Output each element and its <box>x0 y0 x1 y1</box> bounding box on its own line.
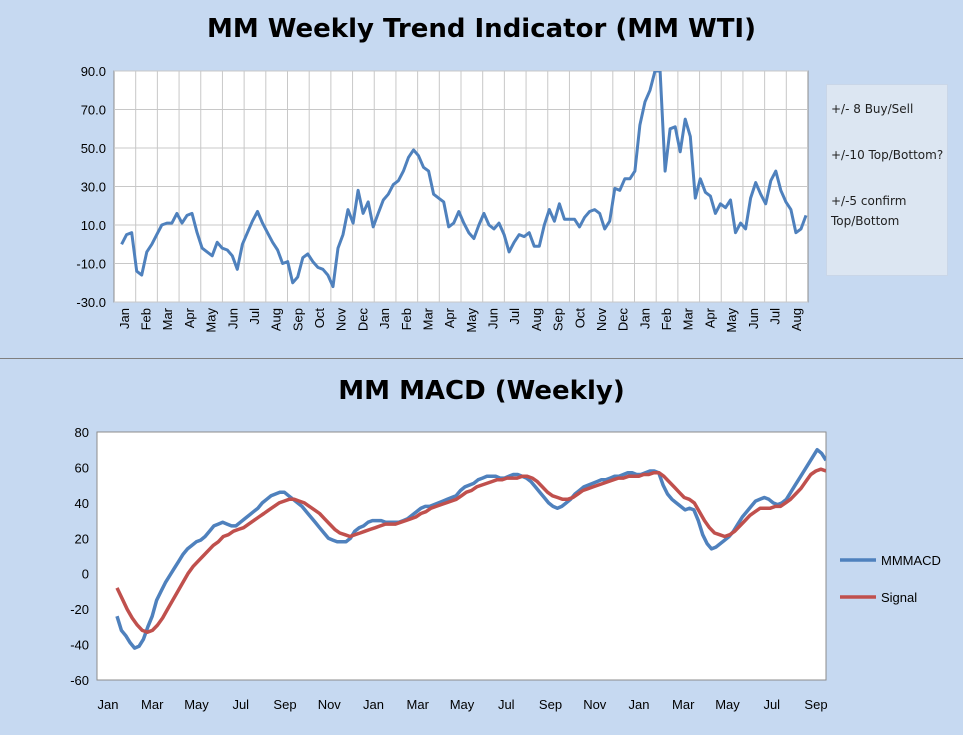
wti-y-tick-label: 50.0 <box>81 141 106 156</box>
macd-y-tick-label: 0 <box>82 567 89 582</box>
macd-x-tick-label: Nov <box>583 697 607 712</box>
wti-x-tick-label: Sep <box>290 308 305 331</box>
notes-box: +/- 8 Buy/Sell +/-10 Top/Bottom? +/-5 co… <box>826 84 948 276</box>
wti-x-tick-label: Jun <box>486 308 501 329</box>
macd-y-tick-label: -40 <box>70 638 89 653</box>
wti-x-tick-label: Dec <box>355 308 370 332</box>
section-divider <box>0 358 963 359</box>
wti-y-tick-label: 10.0 <box>81 218 106 233</box>
macd-plot-area <box>96 431 827 681</box>
macd-x-tick-label: Jul <box>763 697 780 712</box>
legend-macd-label: MMMACD <box>881 553 941 568</box>
macd-series-line <box>115 447 826 650</box>
macd-chart-title: MM MACD (Weekly) <box>338 376 625 406</box>
wti-x-tick-label: May <box>204 308 219 333</box>
wti-y-tick-label: -30.0 <box>76 295 106 310</box>
macd-y-tick-label: 80 <box>75 425 89 440</box>
wti-x-tick-label: Apr <box>702 307 717 328</box>
wti-x-tick-label: Dec <box>616 308 631 332</box>
macd-x-tick-label: Jan <box>98 697 119 712</box>
wti-x-tick-label: Apr <box>442 307 457 328</box>
wti-x-tick-label: Jul <box>247 308 262 325</box>
macd-x-tick-label: May <box>450 697 475 712</box>
macd-x-tick-label: Sep <box>539 697 562 712</box>
wti-y-tick-label: 30.0 <box>81 180 106 195</box>
macd-x-tick-label: Nov <box>318 697 342 712</box>
wti-x-tick-label: Sep <box>551 308 566 331</box>
macd-x-tick-label: Sep <box>273 697 296 712</box>
note-buy-sell: +/- 8 Buy/Sell <box>831 102 914 116</box>
wti-y-tick-label: 90.0 <box>81 64 106 79</box>
wti-x-tick-label: Feb <box>399 308 414 330</box>
macd-x-tick-label: Jul <box>498 697 515 712</box>
macd-x-tick-label: Mar <box>407 697 430 712</box>
macd-x-tick-label: May <box>715 697 740 712</box>
macd-y-tick-label: 60 <box>75 460 89 475</box>
macd-y-tick-label: 40 <box>75 496 89 511</box>
wti-y-tick-label: 70.0 <box>81 103 106 118</box>
wti-chart-title: MM Weekly Trend Indicator (MM WTI) <box>206 14 756 44</box>
wti-x-tick-label: Mar <box>420 307 435 330</box>
wti-x-tick-label: Mar <box>681 307 696 330</box>
macd-x-tick-label: Jan <box>629 697 650 712</box>
wti-x-tick-label: May <box>724 308 739 333</box>
wti-x-tick-label: Apr <box>182 307 197 328</box>
wti-x-tick-label: Aug <box>789 308 804 331</box>
wti-x-tick-label: Jun <box>746 308 761 329</box>
wti-x-tick-label: Jan <box>637 308 652 329</box>
wti-x-tick-label: Nov <box>594 308 609 332</box>
signal-series-line <box>115 467 826 634</box>
macd-y-tick-label: 20 <box>75 531 89 546</box>
wti-x-tick-label: Feb <box>659 308 674 330</box>
note-confirm: +/-5 confirm Top/Bottom <box>831 194 907 228</box>
wti-x-tick-label: May <box>464 308 479 333</box>
wti-x-tick-label: Oct <box>572 308 587 329</box>
wti-x-tick-label: Mar <box>160 307 175 330</box>
wti-x-tick-label: Feb <box>139 308 154 330</box>
wti-x-tick-label: Jul <box>767 308 782 325</box>
macd-x-tick-label: Mar <box>141 697 164 712</box>
wti-series-line <box>120 71 808 289</box>
macd-y-tick-label: -20 <box>70 602 89 617</box>
macd-x-tick-label: Mar <box>672 697 695 712</box>
note-top-bottom: +/-10 Top/Bottom? <box>831 148 944 162</box>
macd-y-tick-label: -60 <box>70 673 89 688</box>
macd-x-tick-label: May <box>184 697 209 712</box>
wti-y-tick-label: -10.0 <box>76 257 106 272</box>
wti-x-tick-label: Jul <box>507 308 522 325</box>
macd-x-tick-label: Jul <box>232 697 249 712</box>
wti-x-tick-label: Aug <box>529 308 544 331</box>
macd-x-tick-label: Sep <box>804 697 827 712</box>
wti-x-tick-label: Aug <box>269 308 284 331</box>
wti-x-tick-label: Nov <box>334 308 349 332</box>
wti-x-tick-label: Oct <box>312 308 327 329</box>
wti-x-tick-label: Jan <box>117 308 132 329</box>
wti-x-tick-label: Jan <box>377 308 392 329</box>
wti-x-tick-label: Jun <box>225 308 240 329</box>
macd-x-tick-label: Jan <box>363 697 384 712</box>
legend-signal-label: Signal <box>881 590 917 605</box>
